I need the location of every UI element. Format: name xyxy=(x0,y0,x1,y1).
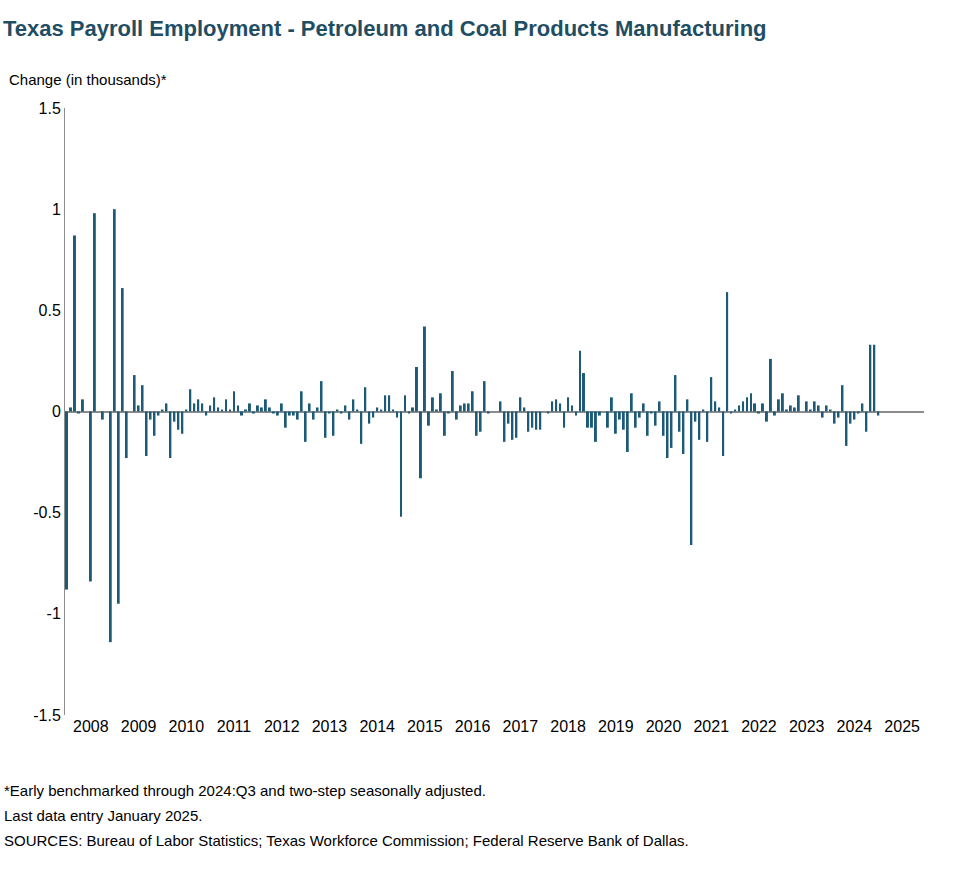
svg-text:1: 1 xyxy=(52,201,61,218)
svg-text:*Early benchmarked through 202: *Early benchmarked through 2024:Q3 and t… xyxy=(4,782,486,799)
svg-text:2018: 2018 xyxy=(550,718,586,735)
svg-text:2013: 2013 xyxy=(312,718,348,735)
svg-text:2021: 2021 xyxy=(693,718,729,735)
svg-text:2016: 2016 xyxy=(455,718,491,735)
svg-text:2025: 2025 xyxy=(884,718,920,735)
svg-text:0: 0 xyxy=(52,403,61,420)
svg-text:2019: 2019 xyxy=(598,718,634,735)
svg-text:2008: 2008 xyxy=(73,718,109,735)
svg-text:2014: 2014 xyxy=(359,718,395,735)
svg-text:Last data entry January 2025.: Last data entry January 2025. xyxy=(4,807,202,824)
svg-text:2009: 2009 xyxy=(121,718,157,735)
svg-text:2022: 2022 xyxy=(741,718,777,735)
svg-text:2017: 2017 xyxy=(503,718,539,735)
svg-text:0.5: 0.5 xyxy=(39,302,61,319)
svg-text:-1: -1 xyxy=(47,605,61,622)
svg-text:2024: 2024 xyxy=(837,718,873,735)
svg-text:-1.5: -1.5 xyxy=(33,707,61,724)
svg-text:Texas Payroll Employment - Pet: Texas Payroll Employment - Petroleum and… xyxy=(3,16,767,41)
svg-text:2023: 2023 xyxy=(789,718,825,735)
svg-text:2015: 2015 xyxy=(407,718,443,735)
svg-text:2012: 2012 xyxy=(264,718,300,735)
svg-text:SOURCES: Bureau of Labor Stati: SOURCES: Bureau of Labor Statistics; Tex… xyxy=(4,832,689,849)
svg-text:2020: 2020 xyxy=(646,718,682,735)
svg-text:2010: 2010 xyxy=(168,718,204,735)
svg-text:Change (in thousands)*: Change (in thousands)* xyxy=(9,71,167,88)
svg-text:2011: 2011 xyxy=(217,718,252,735)
svg-text:-0.5: -0.5 xyxy=(33,504,61,521)
svg-text:1.5: 1.5 xyxy=(39,100,61,117)
